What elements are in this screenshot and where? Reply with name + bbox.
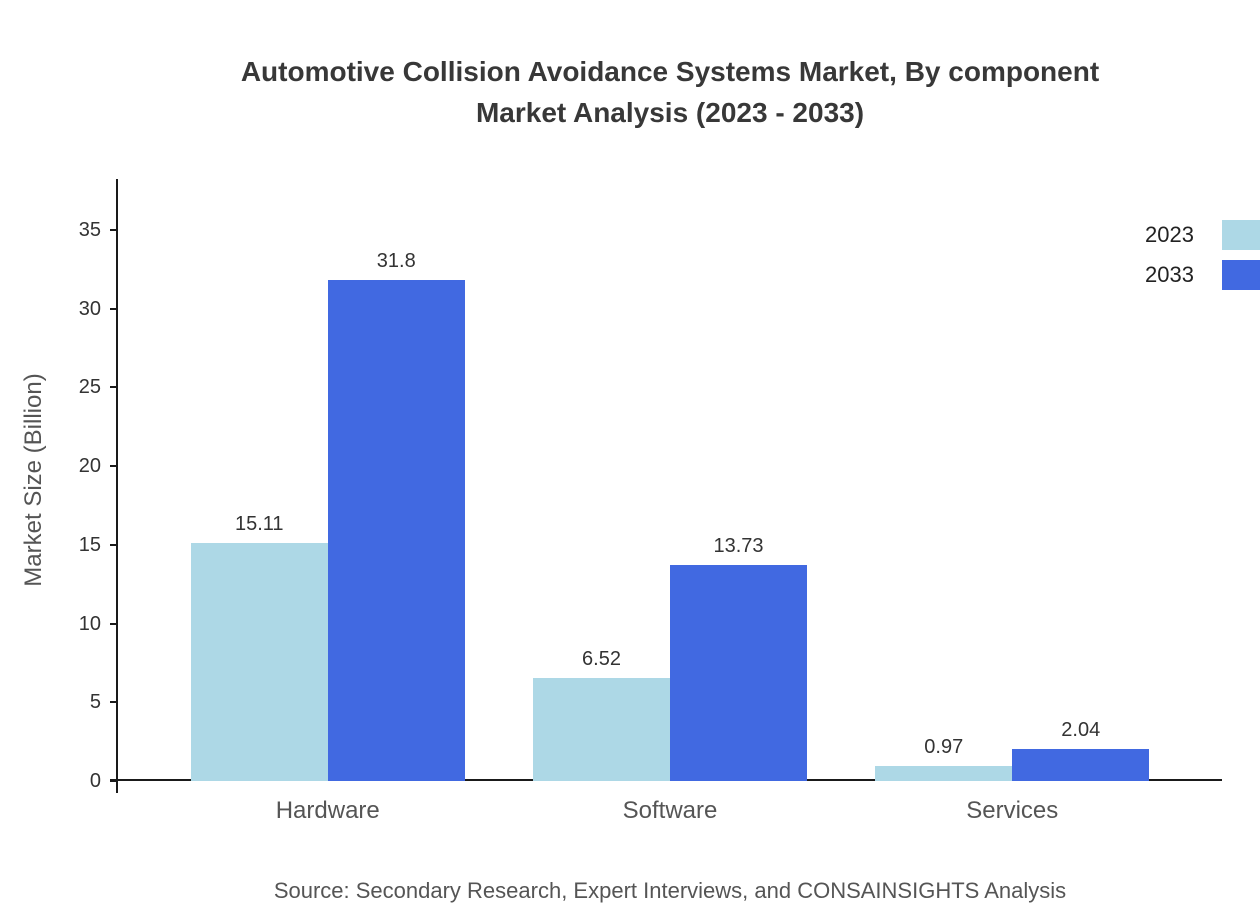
y-axis-tick-label: 35 [78,219,101,241]
bar-value-label-2023-services: 0.97 [924,735,964,758]
y-axis-tick [110,780,118,782]
legend-item-2033: 2033 [1145,260,1260,290]
bar-2033-services [1012,748,1150,781]
y-axis-line [116,179,118,793]
y-axis-tick [110,543,118,546]
legend-swatch-2023 [1222,220,1260,250]
bar-2033-software [670,564,807,781]
legend-label-2033: 2033 [1145,262,1194,287]
bar-value-label-2033-services: 2.04 [1061,718,1101,741]
bar-2023-services [875,765,1013,781]
y-axis-tick [110,622,118,625]
y-axis-tick [110,465,118,468]
y-axis-tick-label: 0 [89,770,101,792]
bar-value-label-2033-software: 13.73 [713,534,764,557]
y-axis-tick-label: 15 [78,533,101,556]
source-note: Source: Secondary Research, Expert Inter… [273,878,1067,903]
legend-swatch-2033 [1222,260,1260,290]
bar-2023-hardware [190,543,328,781]
x-axis-category-label-services: Services [966,797,1059,824]
chart-title-line-2: Market Analysis (2023 - 2033) [475,96,865,128]
legend-item-2023: 2023 [1145,220,1260,250]
y-axis-tick [110,307,118,310]
y-axis-tick [110,701,118,704]
y-axis-tick-label: 5 [89,691,101,714]
y-axis-tick-label: 30 [78,297,101,320]
x-axis-category-label-software: Software [622,797,718,824]
chart-title: Automotive Collision Avoidance Systems M… [80,52,1260,133]
chart-title-line-1: Automotive Collision Avoidance Systems M… [240,56,1100,87]
y-axis-tick-label: 20 [78,455,101,478]
x-axis-category-label-hardware: Hardware [275,797,380,824]
legend: 2023 2033 [1145,220,1260,290]
legend-label-2023: 2023 [1145,222,1194,247]
bar-value-label-2033-hardware: 31.8 [376,250,416,273]
plot-area: 0 5 10 15 20 25 30 35 15.11 31.8 Hardware 6.52 13.73… [79,179,1222,824]
bar-2023-software [533,678,670,781]
y-axis-tick-label: 25 [78,376,101,399]
bar-value-label-2023-hardware: 15.11 [234,513,284,536]
bar-2033-hardware [327,280,465,781]
y-axis-tick-label: 10 [78,612,101,635]
y-axis-tick [110,229,118,231]
bar-value-label-2023-software: 6.52 [582,648,621,671]
y-axis-tick [110,386,118,389]
